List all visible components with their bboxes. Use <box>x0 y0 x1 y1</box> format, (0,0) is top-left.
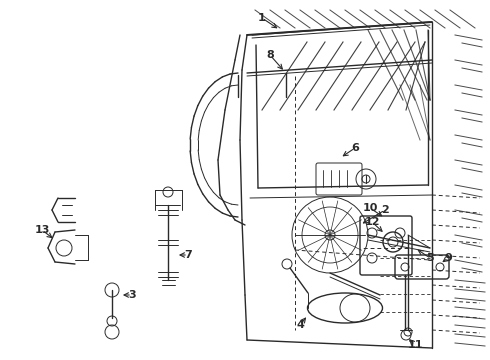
Text: 5: 5 <box>426 253 434 263</box>
Text: 1: 1 <box>258 13 266 23</box>
Text: 10: 10 <box>362 203 378 213</box>
Text: 8: 8 <box>266 50 274 60</box>
Text: 2: 2 <box>381 205 389 215</box>
Text: 13: 13 <box>34 225 49 235</box>
Text: 12: 12 <box>364 217 380 227</box>
Text: 7: 7 <box>184 250 192 260</box>
Text: 9: 9 <box>444 253 452 263</box>
Text: 6: 6 <box>351 143 359 153</box>
Text: 11: 11 <box>407 340 423 350</box>
Text: 3: 3 <box>128 290 136 300</box>
Text: 4: 4 <box>296 320 304 330</box>
